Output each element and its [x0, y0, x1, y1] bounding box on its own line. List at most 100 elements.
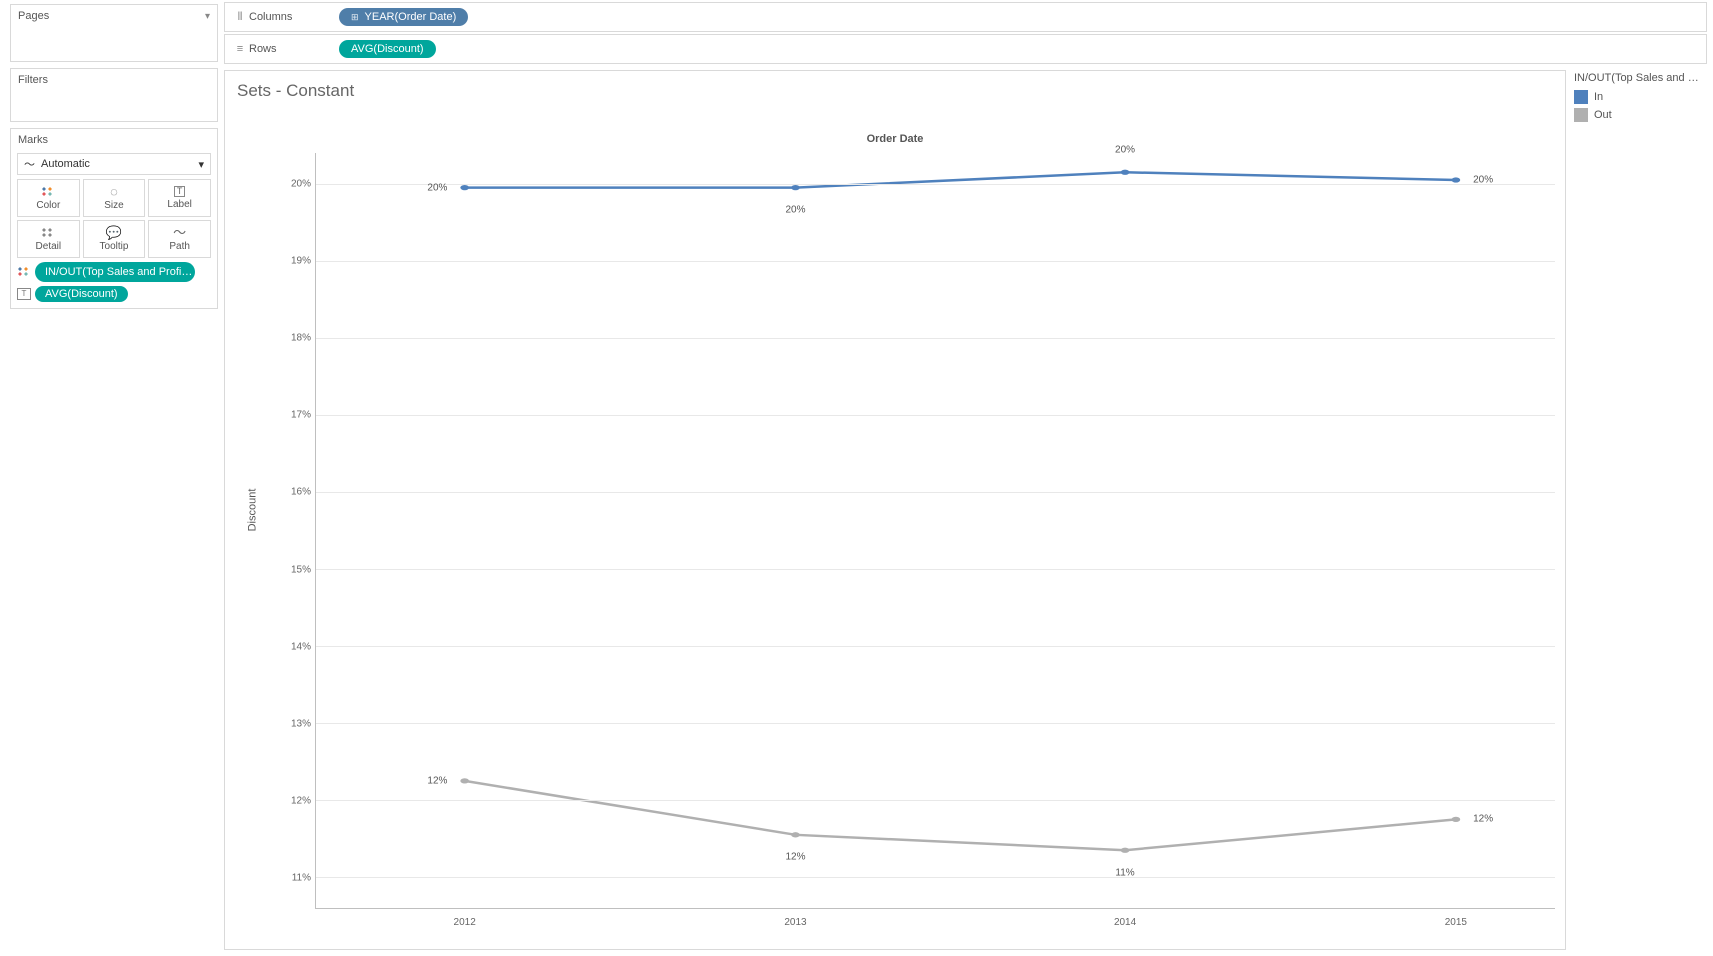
- marks-type-dropdown[interactable]: 〜Automatic ▾: [17, 153, 211, 175]
- chevron-down-icon[interactable]: ▾: [205, 11, 210, 22]
- plus-icon: ⊞: [351, 12, 359, 23]
- line-icon: 〜: [24, 156, 35, 172]
- data-label: 20%: [1115, 144, 1135, 155]
- marks-path-card[interactable]: 〜 Path: [148, 220, 211, 258]
- legend-panel: IN/OUT(Top Sales and … In Out: [1572, 70, 1707, 950]
- y-tick-label: 12%: [285, 796, 311, 807]
- rows-pill[interactable]: AVG(Discount): [339, 40, 436, 58]
- x-tick-label: 2012: [454, 917, 476, 928]
- x-tick-label: 2015: [1445, 917, 1467, 928]
- marks-tooltip-label: Tooltip: [100, 241, 129, 252]
- y-tick-label: 20%: [285, 178, 311, 189]
- detail-icon: [41, 226, 55, 239]
- label-icon: T: [17, 288, 31, 300]
- y-tick-label: 17%: [285, 410, 311, 421]
- y-tick-label: 11%: [285, 873, 311, 884]
- main-column: ⦀ Columns ⊞ YEAR(Order Date) ≡ Rows AVG(…: [218, 0, 1713, 956]
- series-line: [465, 781, 1456, 850]
- data-label: 12%: [1473, 814, 1493, 825]
- pages-label: Pages: [18, 10, 49, 22]
- viz-canvas[interactable]: Sets - Constant Order Date Discount 2012…: [224, 70, 1566, 950]
- y-tick-label: 19%: [285, 256, 311, 267]
- marks-label-label: Label: [167, 199, 191, 210]
- marks-tooltip-card[interactable]: 💬 Tooltip: [83, 220, 146, 258]
- y-tick-label: 18%: [285, 333, 311, 344]
- chart-lines: [316, 153, 1555, 908]
- mark-pill-text: IN/OUT(Top Sales and Profi…: [45, 266, 192, 278]
- data-label: 12%: [427, 775, 447, 786]
- marks-color-label: Color: [36, 200, 60, 211]
- pages-panel[interactable]: Pages ▾: [10, 4, 218, 62]
- mark-pill[interactable]: AVG(Discount): [35, 286, 128, 302]
- series-marker[interactable]: [1452, 817, 1461, 822]
- gridline: [316, 184, 1555, 185]
- plot-inner: 201220132014201520%20%20%20%12%12%11%12%: [315, 153, 1555, 909]
- gridline: [316, 338, 1555, 339]
- series-line: [465, 172, 1456, 187]
- series-marker[interactable]: [1121, 848, 1130, 853]
- columns-shelf[interactable]: ⦀ Columns ⊞ YEAR(Order Date): [224, 2, 1707, 32]
- size-icon: ◌: [110, 185, 118, 198]
- mark-pill-row-1[interactable]: T AVG(Discount): [17, 286, 211, 302]
- data-label: 20%: [1473, 174, 1493, 185]
- gridline: [316, 877, 1555, 878]
- x-axis-title: Order Date: [867, 133, 924, 145]
- y-tick-label: 13%: [285, 718, 311, 729]
- filters-panel[interactable]: Filters: [10, 68, 218, 122]
- columns-pill[interactable]: ⊞ YEAR(Order Date): [339, 8, 468, 26]
- data-label: 11%: [1115, 867, 1134, 878]
- marks-size-label: Size: [104, 200, 123, 211]
- tooltip-icon: 💬: [106, 226, 122, 239]
- viz-title: Sets - Constant: [237, 81, 354, 101]
- data-label: 20%: [427, 182, 447, 193]
- y-tick-label: 14%: [285, 641, 311, 652]
- marks-color-card[interactable]: Color: [17, 179, 80, 217]
- rows-shelf-label: Rows: [249, 43, 329, 55]
- mark-pill[interactable]: IN/OUT(Top Sales and Profi… ⦿: [35, 262, 195, 282]
- marks-panel: Marks 〜Automatic ▾ Color ◌ Size T Label: [10, 128, 218, 309]
- color-icon: [17, 266, 31, 279]
- color-icon: [41, 185, 55, 198]
- legend-item[interactable]: In: [1572, 88, 1707, 106]
- columns-shelf-label: Columns: [249, 11, 329, 23]
- app-root: Pages ▾ Filters Marks 〜 Automatic ▾ Color: [0, 0, 1713, 956]
- marks-path-label: Path: [169, 241, 190, 252]
- legend-title: IN/OUT(Top Sales and …: [1572, 70, 1707, 88]
- data-label: 12%: [785, 852, 805, 863]
- series-marker[interactable]: [460, 185, 469, 190]
- y-tick-label: 16%: [285, 487, 311, 498]
- marks-size-card[interactable]: ◌ Size: [83, 179, 146, 217]
- series-marker[interactable]: [460, 778, 469, 783]
- marks-label: Marks: [18, 134, 48, 146]
- gridline: [316, 492, 1555, 493]
- marks-type-text: Automatic: [41, 158, 90, 170]
- y-axis-title: Discount: [246, 489, 258, 532]
- plot-area: 201220132014201520%20%20%20%12%12%11%12%…: [285, 153, 1555, 909]
- left-panels: Pages ▾ Filters Marks 〜 Automatic ▾ Color: [0, 0, 218, 956]
- viz-wrap: Sets - Constant Order Date Discount 2012…: [224, 70, 1707, 950]
- data-label: 20%: [785, 205, 805, 216]
- legend-swatch: [1574, 90, 1588, 104]
- marks-label-card[interactable]: T Label: [148, 179, 211, 217]
- marks-grid: Color ◌ Size T Label Detail 💬 Tooltip: [17, 179, 211, 258]
- gridline: [316, 415, 1555, 416]
- series-marker[interactable]: [1121, 170, 1130, 175]
- series-marker[interactable]: [791, 832, 800, 837]
- series-marker[interactable]: [1452, 177, 1461, 182]
- x-tick-label: 2014: [1114, 917, 1136, 928]
- legend-item[interactable]: Out: [1572, 106, 1707, 124]
- rows-icon: ≡: [231, 43, 249, 55]
- legend-swatch: [1574, 108, 1588, 122]
- marks-detail-card[interactable]: Detail: [17, 220, 80, 258]
- label-icon: T: [174, 186, 186, 197]
- rows-pill-text: AVG(Discount): [351, 43, 424, 55]
- rows-shelf[interactable]: ≡ Rows AVG(Discount): [224, 34, 1707, 64]
- mark-pill-text: AVG(Discount): [45, 288, 118, 300]
- path-icon: 〜: [173, 226, 186, 239]
- mark-pill-row-0[interactable]: IN/OUT(Top Sales and Profi… ⦿: [17, 262, 211, 282]
- gridline: [316, 261, 1555, 262]
- gridline: [316, 800, 1555, 801]
- filters-label: Filters: [18, 74, 48, 86]
- series-marker[interactable]: [791, 185, 800, 190]
- legend-item-label: In: [1594, 91, 1603, 103]
